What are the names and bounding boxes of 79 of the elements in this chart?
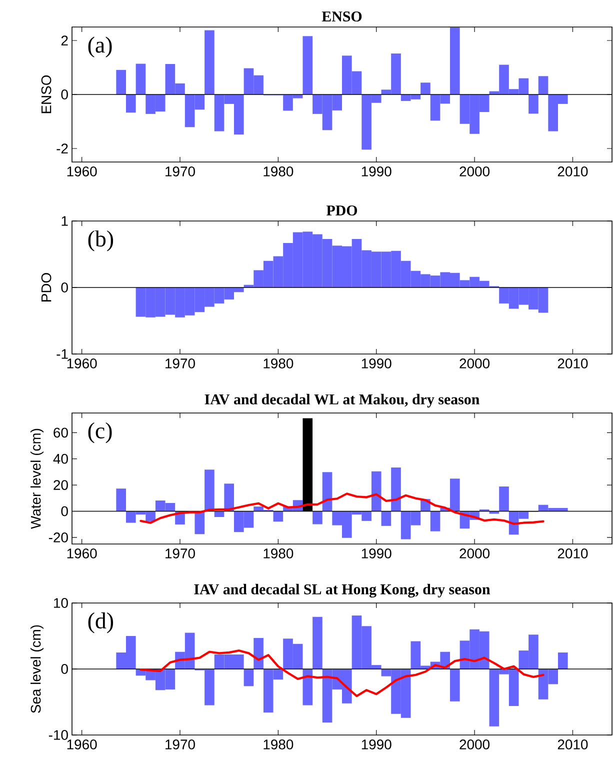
bar xyxy=(136,64,146,94)
annotation: (d) xyxy=(88,612,114,634)
y-tick-label: -10 xyxy=(48,730,68,740)
y-tick-label: 0 xyxy=(61,506,68,516)
bar xyxy=(538,76,548,94)
bar xyxy=(391,467,401,512)
line-series xyxy=(140,649,544,698)
bar xyxy=(194,511,205,534)
x-tick-label: 1970 xyxy=(166,740,195,750)
y-axis-title: Water level (cm) xyxy=(30,428,44,529)
bar xyxy=(244,669,254,686)
x-tick-label: 1990 xyxy=(362,548,392,558)
bar xyxy=(273,511,284,522)
x-tick-label: 1990 xyxy=(362,740,392,750)
x-tick-label: 1990 xyxy=(362,358,392,368)
x-tick-label: 1960 xyxy=(67,740,97,750)
bar xyxy=(558,652,568,669)
x-tick-label: 1960 xyxy=(67,166,97,176)
bar xyxy=(204,470,214,512)
bar xyxy=(499,486,509,512)
x-tick-label: 1960 xyxy=(67,358,97,368)
x-tick-label: 2000 xyxy=(460,358,490,368)
line-series xyxy=(140,492,544,525)
y-tick-label: 2 xyxy=(61,36,68,46)
bar xyxy=(312,616,322,669)
y-tick-label: 60 xyxy=(54,428,68,438)
x-tick-label: 2000 xyxy=(460,548,490,558)
x-tick-label: 1980 xyxy=(264,166,294,176)
y-axis-title: ENSO xyxy=(41,75,52,114)
bar xyxy=(322,472,332,512)
x-tick-label: 2010 xyxy=(558,548,588,558)
bar xyxy=(420,82,430,94)
y-tick-label: -1 xyxy=(56,349,68,359)
bar xyxy=(371,471,382,512)
bar xyxy=(116,70,126,94)
bar xyxy=(214,511,224,518)
x-tick-label: 2010 xyxy=(558,740,588,750)
bar xyxy=(116,488,126,512)
y-tick-label: 10 xyxy=(54,598,68,608)
x-tick-label: 2000 xyxy=(460,740,490,750)
x-tick-label: 1970 xyxy=(166,548,195,558)
bar xyxy=(430,511,440,532)
bar xyxy=(224,484,234,512)
y-tick-label: 0 xyxy=(61,90,68,100)
bar xyxy=(126,94,136,113)
y-tick-label: 1 xyxy=(62,216,68,226)
x-tick-label: 1970 xyxy=(166,358,195,368)
x-tick-label: 1990 xyxy=(362,166,392,176)
bar xyxy=(450,28,460,94)
x-tick-label: 2000 xyxy=(460,166,490,176)
chart-title: IAV and decadal SL at Hong Kong, dry season xyxy=(194,584,490,598)
bar xyxy=(381,511,392,526)
bar xyxy=(302,669,313,706)
x-tick-label: 2010 xyxy=(558,166,588,176)
annotation: (c) xyxy=(88,422,112,444)
bar xyxy=(302,36,313,94)
x-tick-label: 2010 xyxy=(558,358,588,368)
chart-title: ENSO xyxy=(322,11,362,22)
y-tick-label: -2 xyxy=(56,144,68,154)
bar xyxy=(204,30,214,94)
x-tick-label: 1980 xyxy=(264,740,294,750)
y-tick-label: -20 xyxy=(48,532,68,542)
annotation: (b) xyxy=(88,230,114,252)
y-tick-label: 40 xyxy=(53,454,68,464)
chart-title: PDO xyxy=(326,205,358,216)
x-tick-label: 1970 xyxy=(166,166,195,176)
y-tick-label: 0 xyxy=(61,664,68,674)
y-tick-label: 0 xyxy=(61,282,68,292)
y-axis-title: Sea level (cm) xyxy=(30,625,44,713)
y-axis-title: PDO xyxy=(41,273,52,302)
bar xyxy=(450,669,460,702)
chart-title: IAV and decadal WL at Makou, dry season xyxy=(204,394,480,408)
bar xyxy=(312,511,322,524)
annotation: (a) xyxy=(88,36,112,58)
x-tick-label: 1980 xyxy=(264,358,294,368)
y-tick-label: 20 xyxy=(54,480,68,490)
bar xyxy=(528,94,538,114)
x-tick-label: 1980 xyxy=(264,548,294,558)
x-tick-label: 1960 xyxy=(67,548,97,558)
